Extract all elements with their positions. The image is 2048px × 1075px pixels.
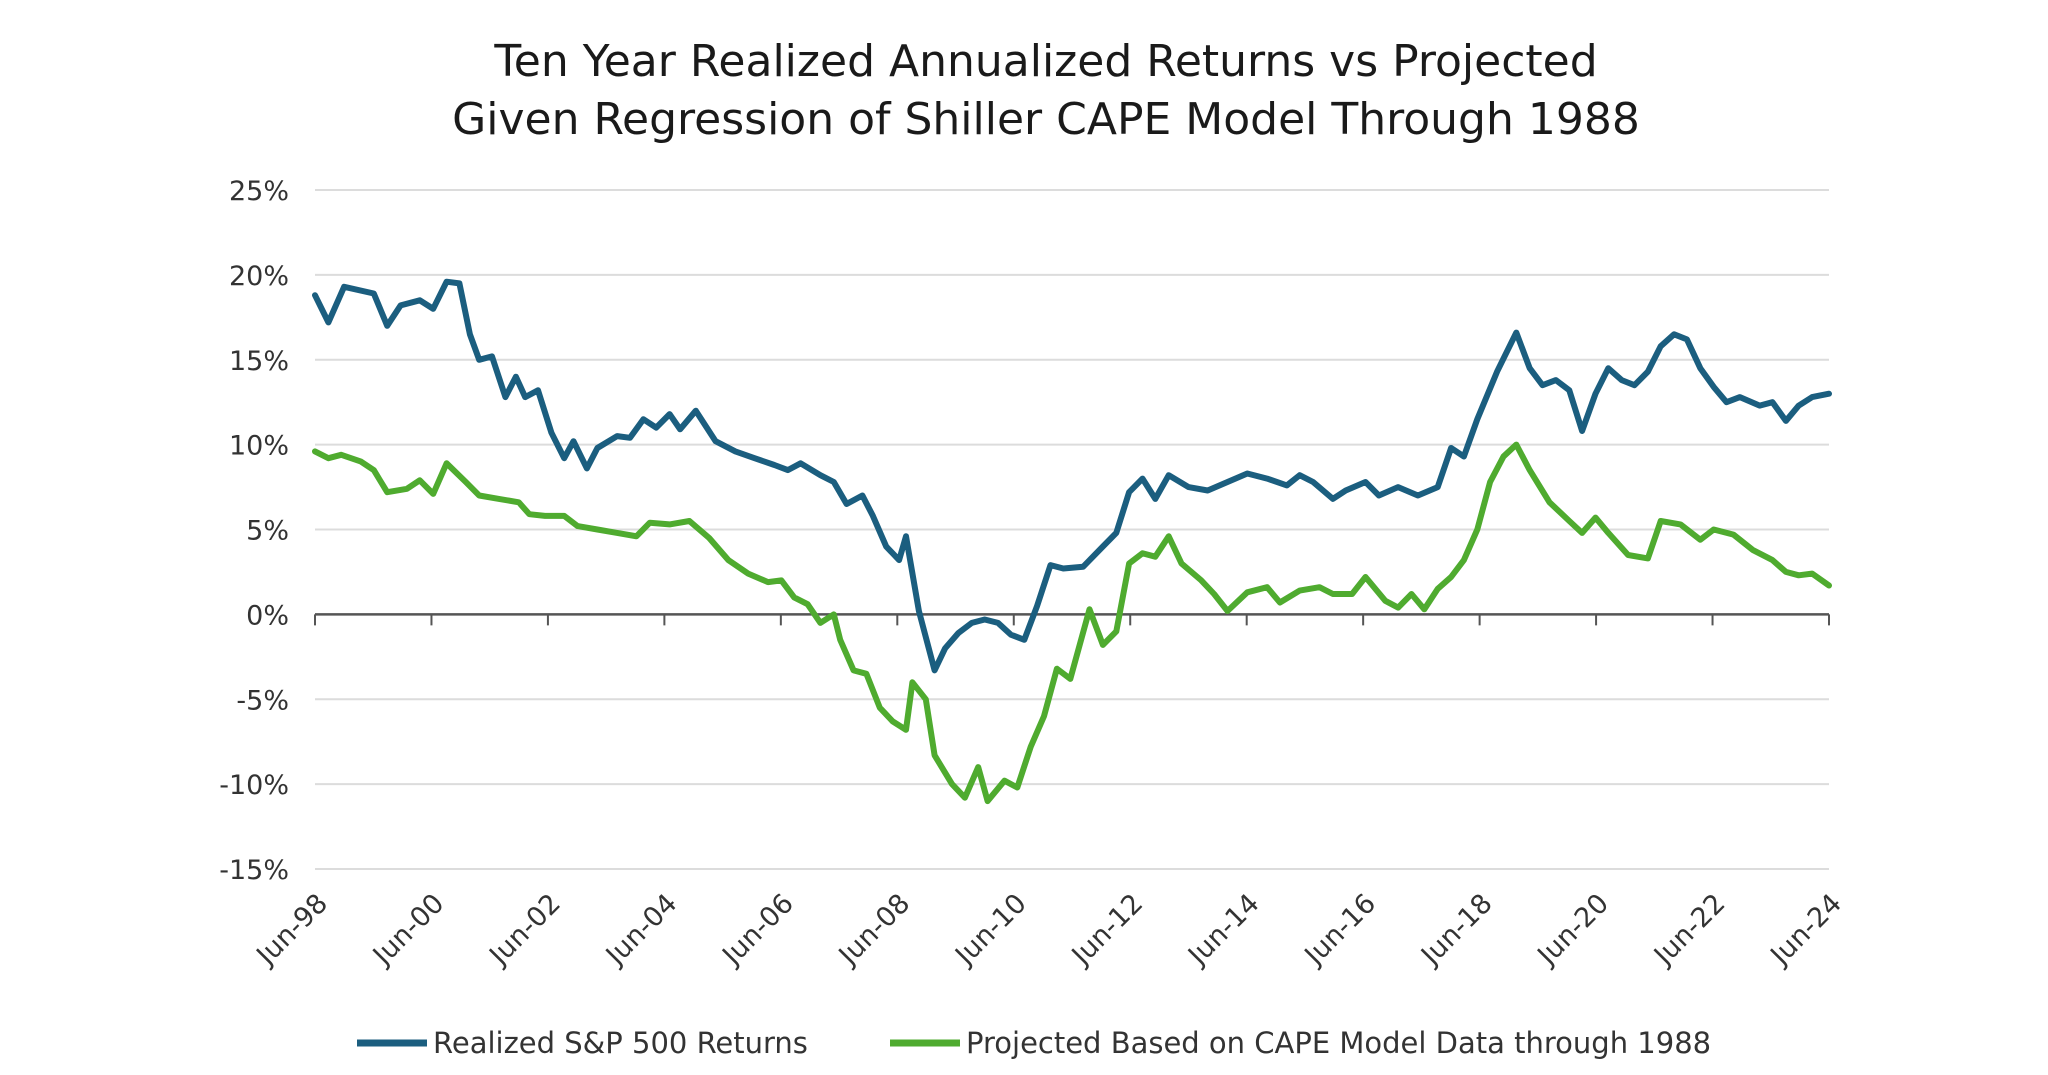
x-axis: Jun-98 Jun-00 Jun-02 Jun-04 Jun-06 Jun-08 Jun-… [250, 613, 1848, 972]
y-tick-label: 5% [246, 516, 289, 547]
x-tick-label: Jun-06 [715, 888, 799, 972]
x-tick-label: Jun-24 [1764, 888, 1848, 972]
x-tick-label: Jun-02 [483, 888, 567, 972]
x-tick-label: Jun-18 [1414, 888, 1498, 972]
legend-label-projected: Projected Based on CAPE Model Data throu… [966, 1026, 1711, 1060]
y-tick-label: 25% [229, 176, 289, 207]
series-line-realized [312, 278, 1832, 674]
y-tick-label: -5% [236, 685, 289, 716]
x-tick-label: Jun-16 [1298, 888, 1382, 972]
x-tick-label: Jun-98 [250, 888, 334, 972]
x-tick-label: Jun-10 [948, 888, 1032, 972]
y-axis: 25% 20% 15% 10% 5% 0% -5% -10% -15% [219, 176, 289, 886]
y-tick-label: 15% [229, 346, 289, 377]
x-tick-label: Jun-22 [1647, 888, 1731, 972]
y-tick-label: 20% [229, 261, 289, 292]
x-tick-label: Jun-20 [1531, 888, 1615, 972]
x-tick-label: Jun-14 [1181, 888, 1265, 972]
gridlines [315, 189, 1829, 870]
x-tick-label: Jun-08 [832, 888, 916, 972]
series-line-projected [312, 441, 1832, 805]
legend-label-realized: Realized S&P 500 Returns [433, 1026, 808, 1060]
y-tick-label: 10% [229, 431, 289, 462]
y-tick-label: -10% [219, 770, 289, 801]
legend: Realized S&P 500 Returns Projected Based… [357, 1026, 1711, 1060]
x-tick-label: Jun-12 [1065, 888, 1149, 972]
x-tick-label: Jun-04 [599, 888, 683, 972]
chart-title-line-2: Given Regression of Shiller CAPE Model T… [452, 94, 1640, 145]
chart-title-line-1: Ten Year Realized Annualized Returns vs … [493, 36, 1597, 87]
y-tick-label: 0% [246, 600, 289, 631]
x-tick-label: Jun-00 [366, 888, 450, 972]
series-lines [312, 278, 1832, 805]
y-tick-label: -15% [219, 855, 289, 886]
